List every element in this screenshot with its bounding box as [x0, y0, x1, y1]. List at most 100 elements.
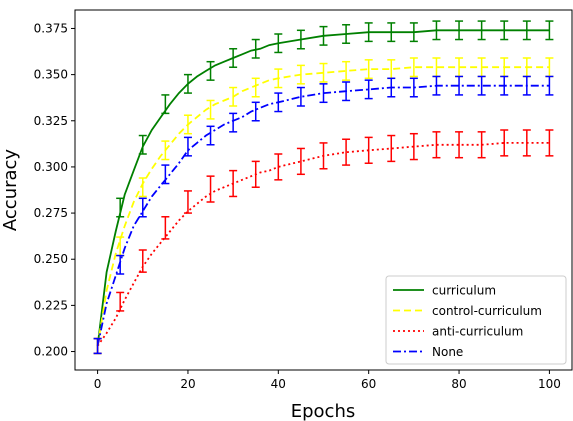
error-bar: [206, 175, 215, 203]
error-bar: [251, 77, 260, 98]
error-bar: [477, 20, 486, 41]
error-bar: [229, 86, 238, 107]
error-bar: [138, 134, 147, 155]
error-bar: [206, 60, 215, 81]
error-bar: [183, 114, 192, 135]
error-bar: [455, 20, 464, 41]
error-bar: [251, 38, 260, 59]
error-bar: [138, 197, 147, 218]
y-tick-label: 0.300: [34, 160, 68, 174]
error-bar: [251, 101, 260, 122]
error-bar: [545, 129, 554, 157]
error-bar: [342, 24, 351, 44]
legend-entry: None: [393, 345, 463, 359]
error-bar: [319, 142, 328, 170]
y-tick-label: 0.250: [34, 252, 68, 266]
error-bar: [500, 129, 509, 157]
error-bar: [274, 68, 283, 89]
error-bar: [116, 291, 125, 312]
error-bar: [342, 60, 351, 81]
error-bar: [274, 92, 283, 113]
x-tick-label: 100: [538, 377, 561, 391]
error-bar: [319, 83, 328, 104]
error-bar: [522, 75, 531, 96]
series-line-none: [96, 84, 550, 347]
error-bar: [364, 22, 373, 43]
error-bar: [364, 136, 373, 164]
error-bar: [161, 140, 170, 161]
error-bar: [342, 138, 351, 166]
y-tick-label: 0.275: [34, 206, 68, 220]
y-tick-label: 0.200: [34, 345, 68, 359]
error-bar: [161, 216, 170, 240]
x-tick-label: 0: [94, 377, 102, 391]
error-bar: [409, 57, 418, 78]
error-bar: [545, 20, 554, 41]
error-bar: [364, 79, 373, 100]
y-axis-label: Accuracy: [0, 149, 21, 232]
error-bar: [274, 33, 283, 54]
error-bar: [116, 197, 125, 218]
error-bar: [138, 177, 147, 198]
x-tick-label: 40: [271, 377, 286, 391]
x-tick-label: 80: [451, 377, 466, 391]
legend-entry: anti-curriculum: [393, 325, 523, 339]
error-bar: [500, 75, 509, 96]
error-bar: [409, 132, 418, 161]
legend-entry: control-curriculum: [393, 304, 542, 318]
error-bar: [387, 22, 396, 43]
x-tick-label: 60: [361, 377, 376, 391]
error-bar: [229, 169, 238, 198]
error-bar: [183, 136, 192, 157]
error-bar: [296, 86, 305, 107]
y-tick-label: 0.325: [34, 114, 68, 128]
series-line-anti-curriculum: [96, 141, 550, 347]
legend-entry: curriculum: [393, 284, 496, 298]
error-bar: [183, 73, 192, 94]
x-axis-ticks: 0 20 40 60 80 100: [94, 370, 561, 391]
error-bar: [274, 153, 283, 181]
x-tick-label: 20: [180, 377, 195, 391]
y-tick-label: 0.375: [34, 21, 68, 35]
error-bar: [477, 75, 486, 96]
error-bar: [387, 134, 396, 163]
x-axis-label: Epochs: [291, 401, 356, 421]
series-line-curriculum: [96, 29, 550, 347]
legend-label: None: [432, 345, 463, 359]
error-bar: [409, 22, 418, 43]
legend-box: [385, 275, 567, 365]
legend-entries: curriculum control-curriculum anti-curricu…: [393, 284, 542, 359]
plot-frame: [74, 9, 573, 371]
error-bar: [319, 62, 328, 83]
error-bar: [319, 25, 328, 46]
error-bar: [296, 147, 305, 176]
error-bar: [522, 129, 531, 157]
error-bar: [432, 131, 441, 159]
error-bar: [364, 59, 373, 80]
legend-label: anti-curriculum: [432, 325, 523, 339]
error-bar: [206, 125, 215, 146]
error-bar: [387, 77, 396, 98]
series-line-control-curriculum: [96, 66, 550, 347]
error-bar: [477, 131, 486, 159]
error-bar: [455, 131, 464, 159]
error-bar: [342, 81, 351, 102]
error-bar: [500, 20, 509, 41]
error-bar: [251, 160, 260, 188]
errorbar-layer: [93, 20, 554, 355]
legend: curriculum control-curriculum anti-curricu…: [385, 275, 567, 365]
error-bar: [522, 20, 531, 41]
series-layer: [96, 29, 550, 347]
error-bar: [296, 29, 305, 50]
legend-label: curriculum: [432, 284, 496, 298]
error-bar: [229, 48, 238, 68]
error-bar: [229, 112, 238, 133]
error-bar: [116, 254, 125, 275]
error-bar: [206, 99, 215, 120]
y-tick-label: 0.350: [34, 68, 68, 82]
error-bar: [296, 64, 305, 85]
legend-label: control-curriculum: [432, 304, 542, 318]
error-bar: [161, 164, 170, 185]
error-bar: [432, 20, 441, 41]
